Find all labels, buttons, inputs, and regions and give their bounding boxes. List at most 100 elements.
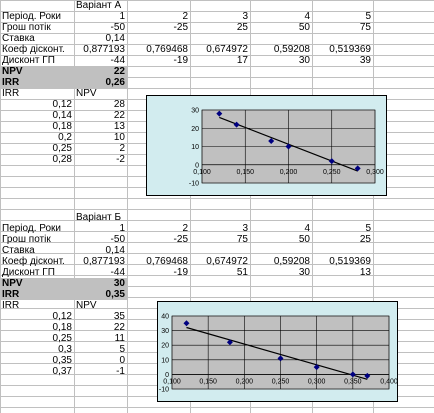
- row-value[interactable]: 0,519369: [329, 256, 371, 267]
- list-irr[interactable]: 0,14: [52, 110, 72, 121]
- row-value[interactable]: 1: [119, 223, 125, 234]
- row-value[interactable]: 0,674972: [206, 44, 248, 55]
- list-npv[interactable]: 10: [113, 132, 125, 143]
- npv-label[interactable]: NPV: [0, 278, 74, 289]
- row-label[interactable]: Грош потік: [2, 234, 51, 245]
- row-label[interactable]: Період. Роки: [2, 11, 62, 22]
- list-npv[interactable]: 0: [119, 355, 125, 366]
- list-irr[interactable]: 0,25: [52, 333, 72, 344]
- npv-label[interactable]: NPV: [0, 66, 74, 77]
- row-value[interactable]: 5: [365, 11, 371, 22]
- list-head-irr[interactable]: IRR: [2, 88, 20, 99]
- row-value[interactable]: -19: [173, 55, 188, 66]
- list-irr[interactable]: 0,3: [58, 344, 72, 355]
- row-value[interactable]: -25: [173, 22, 188, 33]
- row-label[interactable]: Коеф дісконт.: [2, 256, 65, 267]
- npv-value[interactable]: 30: [74, 278, 127, 289]
- list-irr[interactable]: 0,35: [52, 355, 72, 366]
- list-irr[interactable]: 0,25: [52, 143, 72, 154]
- list-irr[interactable]: 0,12: [52, 311, 72, 322]
- row-value[interactable]: 0,519369: [329, 44, 371, 55]
- list-irr[interactable]: 0,28: [52, 154, 72, 165]
- row-value[interactable]: [190, 33, 250, 44]
- row-value[interactable]: 2: [182, 223, 188, 234]
- row-label[interactable]: Грош потік: [2, 22, 51, 33]
- row-label[interactable]: Ставка: [2, 245, 35, 256]
- row-value[interactable]: 0,674972: [206, 256, 248, 267]
- row-value[interactable]: 50: [298, 22, 310, 33]
- irr-value[interactable]: 0,35: [74, 289, 127, 300]
- irr-label[interactable]: IRR: [0, 77, 74, 88]
- row-value[interactable]: 0,14: [105, 245, 125, 256]
- list-npv[interactable]: 22: [113, 322, 125, 333]
- row-value[interactable]: 75: [236, 234, 248, 245]
- row-value[interactable]: 4: [304, 11, 310, 22]
- variant-title[interactable]: Варіант А: [76, 0, 122, 11]
- list-irr[interactable]: 0,18: [52, 322, 72, 333]
- row-value[interactable]: 25: [236, 22, 248, 33]
- list-irr[interactable]: 0,18: [52, 121, 72, 132]
- row-value[interactable]: 30: [298, 55, 310, 66]
- row-value[interactable]: 0,877193: [83, 256, 125, 267]
- row-value[interactable]: [312, 33, 373, 44]
- row-value[interactable]: 2: [182, 11, 188, 22]
- row-value[interactable]: 0,769468: [146, 44, 188, 55]
- row-value[interactable]: [250, 245, 312, 256]
- row-value[interactable]: -50: [110, 234, 125, 245]
- row-value[interactable]: [127, 245, 190, 256]
- row-label[interactable]: Дисконт ГП: [2, 267, 55, 278]
- irr-value[interactable]: 0,26: [74, 77, 127, 88]
- row-label[interactable]: Ставка: [2, 33, 35, 44]
- list-npv[interactable]: 28: [113, 99, 125, 110]
- row-value[interactable]: 4: [304, 223, 310, 234]
- row-value[interactable]: [250, 33, 312, 44]
- list-head-irr[interactable]: IRR: [2, 300, 20, 311]
- row-value[interactable]: [127, 33, 190, 44]
- row-value[interactable]: 30: [298, 267, 310, 278]
- row-value[interactable]: -50: [110, 22, 125, 33]
- list-npv[interactable]: 35: [113, 311, 125, 322]
- row-value[interactable]: 0,59208: [273, 256, 310, 267]
- row-label[interactable]: Коеф дісконт.: [2, 44, 65, 55]
- list-head-npv[interactable]: NPV: [76, 88, 97, 99]
- npv-value[interactable]: 22: [74, 66, 127, 77]
- row-label[interactable]: Дисконт ГП: [2, 55, 55, 66]
- list-npv[interactable]: 13: [113, 121, 125, 132]
- variant-title[interactable]: Варіант Б: [76, 212, 122, 223]
- row-value[interactable]: -19: [173, 267, 188, 278]
- row-value[interactable]: 5: [365, 223, 371, 234]
- row-value[interactable]: 3: [242, 11, 248, 22]
- row-value[interactable]: [190, 245, 250, 256]
- chart-b[interactable]: -10 0 10 20 30 40 0,100 0,150 0,200 0,250 0,300 0,3…: [157, 301, 398, 402]
- list-npv[interactable]: -1: [116, 366, 125, 377]
- row-value[interactable]: 0,769468: [146, 256, 188, 267]
- row-value[interactable]: 0,14: [105, 33, 125, 44]
- irr-label[interactable]: IRR: [0, 289, 74, 300]
- list-irr[interactable]: 0,2: [58, 132, 72, 143]
- row-value[interactable]: -44: [110, 267, 125, 278]
- row-label[interactable]: Період. Роки: [2, 223, 62, 234]
- row-value[interactable]: 39: [359, 55, 371, 66]
- chart-a[interactable]: -10 0 10 20 30 0,100 0,150 0,200 0,250 0,300: [146, 95, 387, 196]
- row-value[interactable]: 17: [236, 55, 248, 66]
- row-value[interactable]: 51: [236, 267, 248, 278]
- row-value[interactable]: 0,59208: [273, 44, 310, 55]
- row-value[interactable]: [312, 245, 373, 256]
- row-value[interactable]: 1: [119, 11, 125, 22]
- list-npv[interactable]: 2: [119, 143, 125, 154]
- row-value[interactable]: 50: [298, 234, 310, 245]
- row-value[interactable]: -25: [173, 234, 188, 245]
- row-value[interactable]: 25: [359, 234, 371, 245]
- row-value[interactable]: -44: [110, 55, 125, 66]
- row-value[interactable]: 3: [242, 223, 248, 234]
- list-head-npv[interactable]: NPV: [76, 300, 97, 311]
- list-npv[interactable]: 5: [119, 344, 125, 355]
- list-irr[interactable]: 0,37: [52, 366, 72, 377]
- row-value[interactable]: 13: [359, 267, 371, 278]
- list-npv[interactable]: 22: [113, 110, 125, 121]
- row-value[interactable]: 75: [359, 22, 371, 33]
- list-npv[interactable]: 11: [114, 333, 125, 344]
- list-irr[interactable]: 0,12: [52, 99, 72, 110]
- row-value[interactable]: 0,877193: [83, 44, 125, 55]
- list-npv[interactable]: -2: [116, 154, 125, 165]
